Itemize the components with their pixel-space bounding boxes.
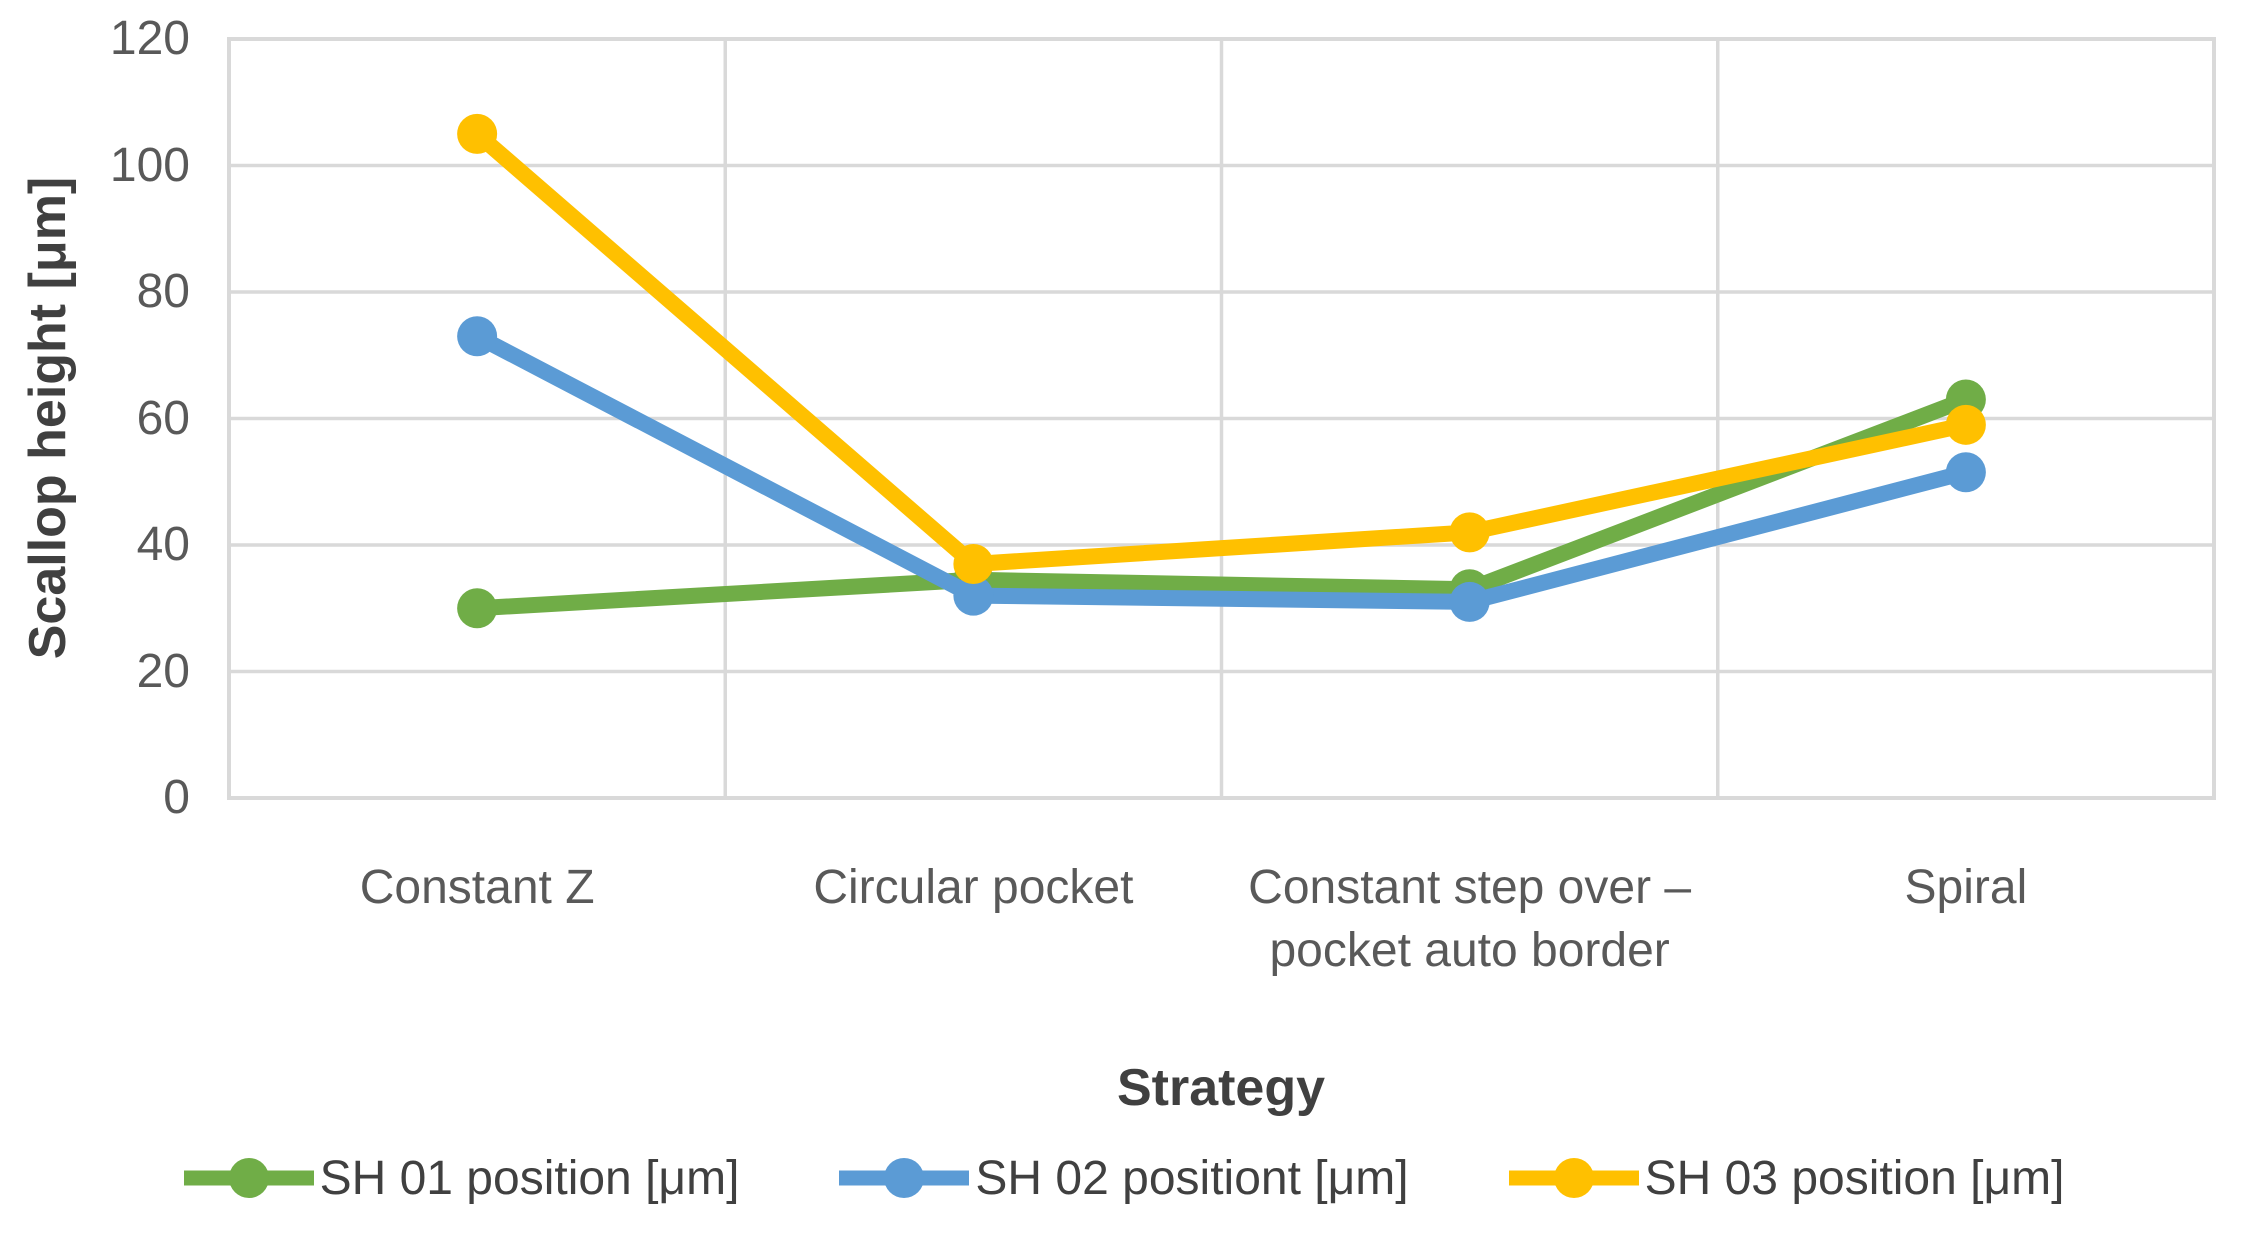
series	[457, 379, 1986, 629]
data-point-marker	[457, 316, 498, 357]
legend-item: SH 01 position [μm]	[183, 1150, 740, 1206]
legend-label: SH 02 positiont [μm]	[975, 1151, 1409, 1205]
data-point-marker	[953, 575, 994, 616]
x-axis-category-label: Circular pocket	[813, 861, 1134, 914]
y-axis-tick-label: 20	[136, 644, 190, 698]
data-point-marker	[1449, 512, 1490, 553]
legend-item: SH 03 position [μm]	[1508, 1150, 2065, 1206]
y-axis-title: Scallop height [μm]	[19, 176, 77, 660]
series	[457, 113, 1986, 584]
x-axis-category-label: Spiral	[1904, 861, 2028, 914]
legend-key-marker	[884, 1158, 925, 1198]
legend-label: SH 01 position [μm]	[319, 1151, 740, 1205]
series-line	[469, 391, 1974, 617]
x-axis-category-label: Constant step over – pocket auto border	[1248, 861, 1692, 978]
x-axis-category-label: Constant Z	[359, 861, 595, 914]
plot-border	[227, 37, 2216, 800]
data-point-marker	[457, 588, 498, 629]
legend-label: SH 03 position [μm]	[1644, 1151, 2065, 1205]
legend-key-icon	[839, 1158, 970, 1198]
legend-key-marker	[228, 1158, 269, 1198]
legend-key-icon	[1508, 1158, 1639, 1198]
series-line	[469, 328, 1974, 610]
y-axis-tick-label: 80	[136, 265, 190, 318]
data-point-marker	[1945, 452, 1986, 493]
data-point-marker	[457, 113, 498, 154]
data-point-marker	[1449, 581, 1490, 622]
data-point-marker	[953, 543, 994, 584]
y-axis-tick-label: 120	[109, 12, 190, 65]
series	[457, 316, 1986, 622]
y-axis-tick-label: 60	[136, 391, 190, 445]
y-axis-tick-label: 100	[109, 138, 190, 192]
legend-key-marker	[1553, 1158, 1594, 1198]
y-axis-tick-label: 0	[163, 771, 190, 824]
legend-item: SH 02 positiont [μm]	[839, 1150, 1409, 1206]
series-line	[469, 125, 1974, 572]
y-axis-tick-label: 40	[136, 518, 190, 571]
legend: SH 01 position [μm] SH 02 positiont [μm] S…	[0, 1150, 2248, 1206]
x-axis-title: Strategy	[1116, 1059, 1326, 1117]
data-point-marker	[1945, 404, 1986, 445]
legend-key-icon	[183, 1158, 314, 1198]
